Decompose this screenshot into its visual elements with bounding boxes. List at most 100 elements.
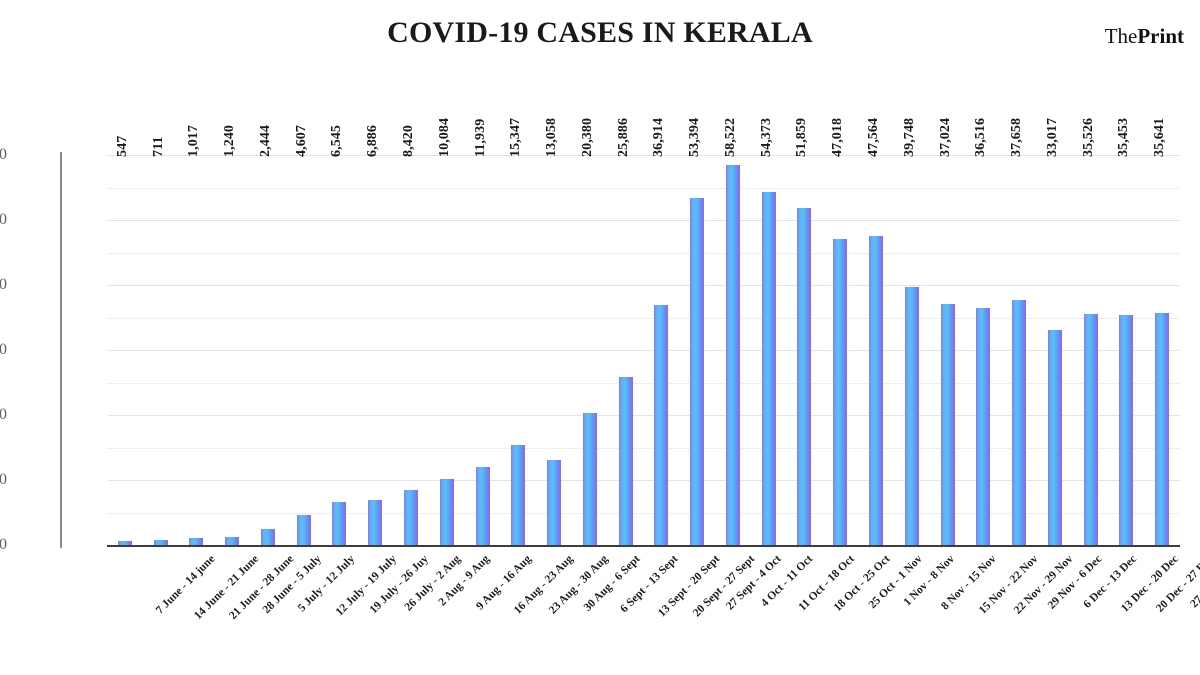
bar[interactable]	[904, 286, 919, 545]
theprint-logo: ThePrint	[1105, 26, 1184, 47]
bar-value-label: 37,024	[937, 117, 953, 157]
bar[interactable]	[368, 500, 383, 545]
bar[interactable]	[654, 305, 669, 545]
bar-value-label: 20,380	[579, 117, 595, 157]
logo-print: Print	[1137, 24, 1184, 48]
bar[interactable]	[225, 536, 240, 545]
gridline-major	[107, 220, 1180, 221]
gridline-major	[107, 350, 1180, 351]
bar[interactable]	[618, 376, 633, 545]
bar-slot	[225, 155, 240, 545]
bar[interactable]	[1012, 300, 1027, 545]
bar-value-label: 33,017	[1044, 117, 1060, 157]
bar-slot	[332, 155, 347, 545]
bar-value-label: 36,516	[973, 117, 989, 157]
bar-value-label: 547	[114, 135, 130, 157]
bar-value-label: 58,522	[722, 117, 738, 157]
bar[interactable]	[189, 538, 204, 545]
bar-slot	[1083, 155, 1098, 545]
y-tick-label: 40,000	[0, 276, 7, 293]
bar[interactable]	[582, 412, 597, 545]
bar[interactable]	[547, 460, 562, 545]
bar-slot	[189, 155, 204, 545]
bar-slot	[833, 155, 848, 545]
bar-slot	[618, 155, 633, 545]
bar-value-label: 8,420	[401, 125, 417, 157]
bar[interactable]	[690, 197, 705, 545]
bar[interactable]	[439, 479, 454, 545]
bar[interactable]	[940, 304, 955, 545]
bar-slot	[439, 155, 454, 545]
y-tick-label: 50,000	[0, 211, 7, 228]
gridline-major	[107, 415, 1180, 416]
logo-the: The	[1104, 24, 1138, 48]
bar-slot	[1119, 155, 1134, 545]
y-axis-rule	[60, 152, 62, 548]
bar-slot	[761, 155, 776, 545]
y-tick-label: 20,000	[0, 406, 7, 423]
y-tick-label: 10,000	[0, 471, 7, 488]
bar-slot	[582, 155, 597, 545]
bar-slot	[904, 155, 919, 545]
gridline-minor	[107, 317, 1180, 319]
bar-slot	[153, 155, 168, 545]
bar-value-label: 15,347	[508, 117, 524, 157]
bar-slot	[511, 155, 526, 545]
bar[interactable]	[511, 445, 526, 545]
bar-slot	[976, 155, 991, 545]
bar-value-label: 6,886	[365, 125, 381, 157]
bar-value-label: 51,859	[794, 117, 810, 157]
bar[interactable]	[761, 191, 776, 545]
bar[interactable]	[1047, 330, 1062, 545]
bar-slot	[368, 155, 383, 545]
bar[interactable]	[404, 490, 419, 545]
bar-slot	[725, 155, 740, 545]
bar-value-label: 25,886	[615, 117, 631, 157]
gridline-minor	[107, 512, 1180, 514]
bar-slot	[797, 155, 812, 545]
bar[interactable]	[332, 502, 347, 545]
bar-slot	[868, 155, 883, 545]
bar[interactable]	[1083, 314, 1098, 545]
bar[interactable]	[976, 307, 991, 545]
bar[interactable]	[797, 207, 812, 545]
bar-slot	[940, 155, 955, 545]
bar-slot	[690, 155, 705, 545]
gridline-major	[107, 155, 1180, 156]
bar[interactable]	[475, 467, 490, 545]
bar-slot	[117, 155, 132, 545]
bar-value-label: 54,373	[758, 117, 774, 157]
bar-value-label: 2,444	[257, 125, 273, 157]
bar-value-label: 47,018	[830, 117, 846, 157]
y-tick-label: 60,000	[0, 146, 7, 163]
bar-value-label: 4,607	[293, 125, 309, 157]
plot-area	[107, 155, 1180, 545]
bar[interactable]	[296, 515, 311, 545]
bar-value-label: 35,453	[1116, 117, 1132, 157]
bar-slot	[1155, 155, 1170, 545]
bar[interactable]	[1155, 313, 1170, 545]
bar-value-label: 39,748	[901, 117, 917, 157]
gridline-minor	[107, 447, 1180, 449]
bar[interactable]	[153, 540, 168, 545]
gridline-major	[107, 480, 1180, 481]
bar-value-label: 53,394	[687, 117, 703, 157]
bar-value-label: 35,641	[1152, 117, 1168, 157]
bar-slot	[296, 155, 311, 545]
bar-value-label: 6,545	[329, 125, 345, 157]
bar-slot	[1047, 155, 1062, 545]
y-tick-label: 0	[0, 536, 7, 553]
bar[interactable]	[117, 541, 132, 545]
bar[interactable]	[833, 239, 848, 545]
bar-slot	[260, 155, 275, 545]
gridline-major	[107, 285, 1180, 286]
bar[interactable]	[868, 235, 883, 545]
bar[interactable]	[260, 529, 275, 545]
bar-slot	[475, 155, 490, 545]
bar-value-label: 37,658	[1009, 117, 1025, 157]
page-title: COVID-19 CASES IN KERALA	[387, 16, 813, 49]
bar[interactable]	[725, 164, 740, 545]
bar[interactable]	[1119, 314, 1134, 545]
y-tick-label: 30,000	[0, 341, 7, 358]
